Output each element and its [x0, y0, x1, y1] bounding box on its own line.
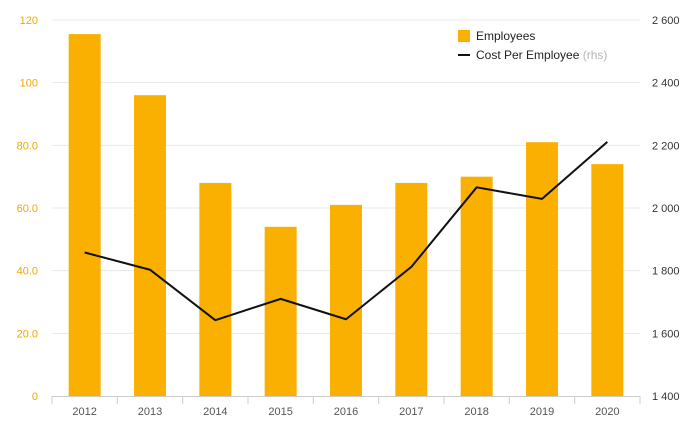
cost-per-employee-line [84, 141, 608, 322]
x-tick-label: 2012 [72, 406, 96, 418]
right-axis-ticks: 1 400 1 600 1 800 2 000 2 200 2 400 2 600 [652, 15, 680, 403]
legend: Employees Cost Per Employee (rhs) [458, 29, 607, 62]
bar-2020 [591, 164, 624, 396]
bar-2017 [395, 182, 428, 396]
x-axis: 2012 2013 2014 2015 2016 2017 2018 2019 2020 [51, 396, 641, 418]
x-tick-label: 2013 [138, 406, 162, 418]
x-tick-label: 2014 [203, 406, 227, 418]
right-tick-label: 2 000 [652, 203, 680, 215]
bar-2015 [264, 226, 297, 396]
x-tick-label: 2017 [399, 406, 423, 418]
bar-2018 [460, 176, 493, 396]
bar-2012 [68, 34, 101, 396]
x-tick-label: 2018 [464, 406, 488, 418]
right-tick-label: 1 800 [652, 266, 680, 278]
left-tick-label: 120 [20, 15, 38, 27]
right-tick-label: 2 600 [652, 15, 680, 27]
right-tick-label: 1 600 [652, 328, 680, 340]
bar-2013 [134, 95, 166, 396]
legend-cost-note: (rhs) [583, 48, 608, 62]
right-tick-label: 1 400 [652, 391, 680, 403]
right-tick-label: 2 400 [652, 78, 680, 90]
bar-2016 [330, 204, 362, 396]
legend-employees-swatch [458, 30, 470, 42]
left-tick-label: 40.0 [17, 266, 38, 278]
left-tick-label: 0 [32, 391, 38, 403]
left-axis-ticks: 0 20.0 40.0 60.0 80.0 100 120 [17, 15, 38, 403]
bar-2019 [526, 142, 558, 396]
right-tick-label: 2 200 [652, 140, 680, 152]
left-tick-label: 80.0 [17, 140, 38, 152]
legend-employees-label: Employees [476, 29, 535, 43]
employees-bars [68, 34, 624, 396]
legend-cost-label: Cost Per Employee (rhs) [476, 48, 607, 62]
left-tick-label: 100 [20, 78, 38, 90]
left-tick-label: 60.0 [17, 203, 38, 215]
left-tick-label: 20.0 [17, 328, 38, 340]
x-tick-label: 2015 [268, 406, 292, 418]
x-tick-label: 2019 [530, 406, 554, 418]
cost-per-employee-path [84, 141, 608, 322]
x-tick-label: 2020 [595, 406, 619, 418]
x-tick-label: 2016 [334, 406, 358, 418]
bar-2014 [199, 182, 232, 396]
